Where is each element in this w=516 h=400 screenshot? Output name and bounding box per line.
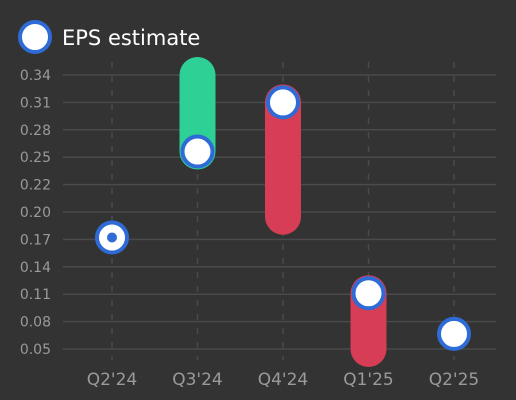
- y-tick-label: 0.28: [20, 123, 51, 139]
- legend-marker-icon: [18, 20, 52, 54]
- legend: EPS estimate: [18, 20, 200, 54]
- estimate-marker: [351, 276, 386, 311]
- estimate-markers: [95, 85, 471, 351]
- x-tick-label: Q1'25: [343, 370, 394, 390]
- legend-label: EPS estimate: [62, 26, 200, 50]
- miss-bar: [265, 84, 301, 235]
- x-tick-label: Q2'25: [429, 370, 480, 390]
- y-tick-label: 0.17: [20, 232, 51, 248]
- x-tick-label: Q4'24: [258, 370, 309, 390]
- x-tick-label: Q3'24: [172, 370, 223, 390]
- actual-dot: [107, 232, 117, 243]
- y-tick-label: 0.11: [20, 287, 51, 303]
- y-tick-label: 0.25: [20, 150, 51, 166]
- x-axis: Q2'24 Q3'24 Q4'24 Q1'25 Q2'25: [87, 370, 480, 390]
- y-tick-label: 0.34: [20, 68, 51, 84]
- y-axis: 0.05 0.08 0.11 0.14 0.17 0.20 0.22 0.25 0.28 0.31…: [20, 68, 51, 358]
- y-tick-label: 0.22: [20, 178, 51, 194]
- estimate-marker: [266, 85, 300, 120]
- y-tick-label: 0.31: [20, 95, 51, 111]
- estimate-marker: [180, 134, 215, 169]
- y-tick-label: 0.14: [20, 260, 51, 276]
- x-tick-label: Q2'24: [87, 370, 138, 390]
- y-tick-label: 0.20: [20, 205, 51, 221]
- y-tick-label: 0.05: [20, 342, 51, 358]
- estimate-marker: [437, 316, 471, 351]
- y-tick-label: 0.08: [20, 315, 51, 331]
